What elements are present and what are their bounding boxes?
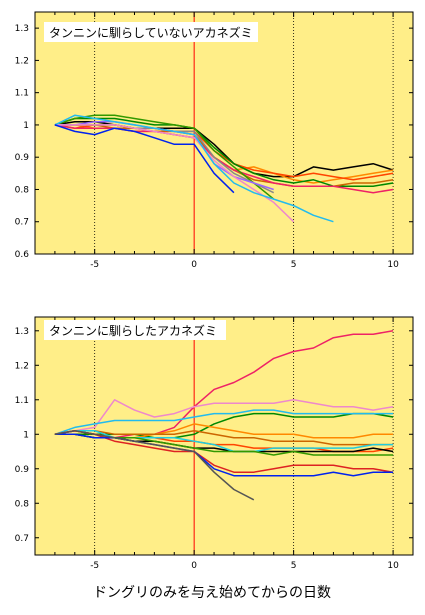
x-tick-label: 0 — [191, 260, 197, 270]
y-tick-label: 1.3 — [15, 24, 29, 34]
y-tick-label: 1.2 — [15, 56, 29, 66]
panel-title-box — [44, 320, 226, 340]
x-tick-label: -5 — [90, 561, 99, 571]
x-tick-label: 5 — [291, 561, 297, 571]
y-tick-label: 1.2 — [15, 361, 29, 371]
y-tick-label: 1.3 — [15, 327, 29, 337]
x-tick-label: 10 — [387, 260, 399, 270]
series-line-11 — [54, 114, 334, 223]
series-line-11 — [54, 430, 394, 473]
series-line-4 — [54, 409, 394, 436]
panel-title: タンニンに馴らしたアカネズミ — [49, 323, 217, 338]
y-tick-label: 0.9 — [15, 465, 30, 475]
panel-2: 0.7 0.8 0.9 1 1.1 1.2 1.3 -5 0 5 10 タンニンに馴らしたアカネズミ — [15, 316, 414, 571]
plot-background — [35, 12, 413, 254]
panel-title-box — [44, 22, 258, 42]
y-tick-label: 0.8 — [15, 185, 30, 195]
y-tick-label: 1.1 — [15, 396, 29, 406]
x-tick-label: 5 — [291, 260, 297, 270]
series-line-6 — [54, 124, 394, 194]
series-line-12 — [54, 124, 235, 194]
x-tick-label: -5 — [90, 260, 99, 270]
plot-frame — [34, 11, 414, 255]
y-tick-label: 1.1 — [15, 89, 29, 99]
x-tick-label: 0 — [191, 561, 197, 571]
series-line-13 — [54, 430, 255, 501]
y-tick-label: 0.7 — [15, 534, 29, 544]
y-tick-label: 0.8 — [15, 499, 30, 509]
series-line-7 — [54, 114, 275, 200]
series-line-6 — [54, 430, 394, 446]
y-tick-label: 0.7 — [15, 218, 29, 228]
y-tick-label: 1 — [23, 121, 29, 131]
x-tick-label: 10 — [387, 561, 399, 571]
plot-frame — [34, 316, 414, 556]
series-line-2 — [54, 399, 394, 436]
panel-title: タンニンに馴らしていないアカネズミ — [49, 25, 253, 40]
series-line-10 — [54, 124, 295, 223]
y-tick-label: 1 — [23, 430, 29, 440]
x-axis-label: ドングリのみを与え始めてからの日数 — [93, 585, 331, 601]
panel-1: 0.6 0.7 0.8 0.9 1 1.1 1.2 1.3 -5 0 5 10 タンニンに馴らしていない… — [15, 11, 414, 270]
y-tick-label: 0.6 — [15, 250, 30, 260]
y-tick-label: 0.9 — [15, 153, 30, 163]
